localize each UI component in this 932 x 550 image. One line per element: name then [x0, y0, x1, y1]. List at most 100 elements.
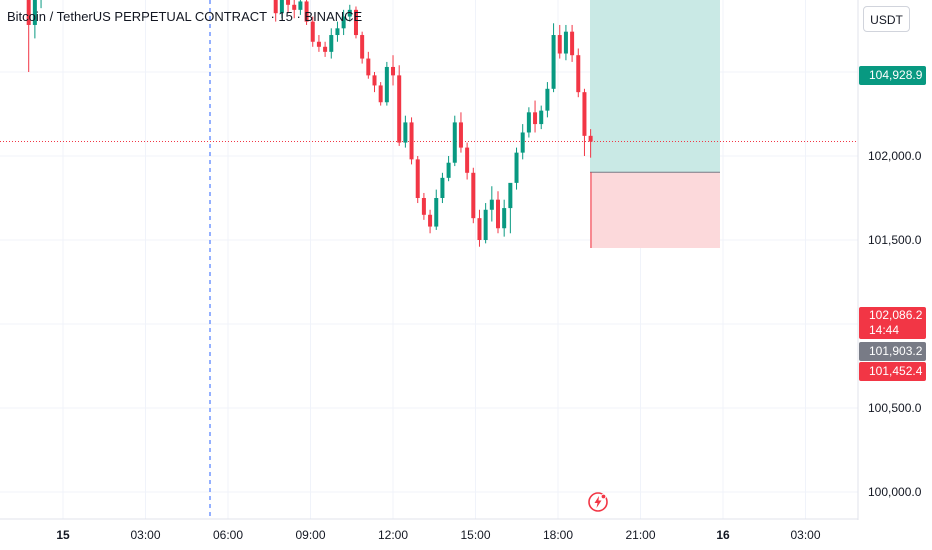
candle — [452, 115, 457, 167]
candle-body — [403, 122, 408, 143]
candle — [378, 82, 383, 106]
candle-body — [514, 152, 519, 183]
candle-body — [557, 35, 562, 54]
candle — [526, 107, 531, 138]
candle — [403, 115, 408, 148]
lightning-alert-icon[interactable] — [587, 491, 609, 513]
candle-body — [391, 66, 396, 76]
candle — [415, 156, 420, 204]
candle-body — [372, 75, 377, 86]
target-price-label: 104,928.9 — [859, 66, 926, 85]
candle-body — [526, 112, 531, 133]
candle-body — [477, 218, 482, 240]
candle — [588, 129, 593, 158]
candle — [446, 156, 451, 182]
candle-body — [384, 66, 389, 103]
candle — [353, 6, 358, 39]
price-tick-label: 100,000.0 — [868, 485, 922, 499]
candle-body — [304, 1, 309, 22]
time-tick-label: 06:00 — [213, 528, 243, 542]
candle — [360, 31, 365, 64]
candle-body — [323, 46, 328, 52]
candle-body — [434, 198, 439, 227]
candle — [582, 88, 587, 156]
candle-body — [483, 209, 488, 240]
candle-body — [378, 85, 383, 103]
candle-body — [409, 122, 414, 160]
candle — [489, 186, 494, 222]
price-tick-label: 102,000.0 — [868, 149, 922, 163]
candle — [329, 28, 334, 59]
candle — [570, 24, 575, 62]
time-tick-label: 09:00 — [295, 528, 325, 542]
candle — [286, 0, 291, 14]
candle-body — [366, 58, 371, 76]
candle — [421, 192, 426, 220]
candle-body — [465, 147, 470, 173]
symbol-title[interactable]: Bitcoin / TetherUS PERPETUAL CONTRACT · … — [7, 9, 363, 24]
candle-body — [452, 122, 457, 163]
candle-body — [440, 177, 445, 198]
stop-price-label: 101,452.4 — [859, 362, 926, 381]
time-tick-label: 16 — [716, 528, 730, 542]
time-tick-label: 15 — [56, 528, 70, 542]
candle — [409, 117, 414, 165]
candle — [323, 41, 328, 57]
candle — [347, 4, 352, 22]
candle — [292, 0, 297, 19]
candle — [434, 189, 439, 230]
candle-body — [576, 55, 581, 93]
candle-body — [551, 35, 556, 89]
candle — [397, 65, 402, 146]
candle — [32, 0, 37, 39]
long-position-tool — [590, 0, 720, 248]
candle — [477, 209, 482, 247]
candle — [384, 61, 389, 106]
candle — [576, 48, 581, 98]
candle-body — [316, 41, 321, 47]
candle — [335, 21, 340, 42]
candle-body — [360, 35, 365, 59]
price-tick-label: 100,500.0 — [868, 401, 922, 415]
chart-grid — [0, 0, 858, 519]
candle-body — [279, 0, 284, 14]
candle — [502, 199, 507, 237]
candle — [508, 182, 513, 234]
candle — [551, 23, 556, 93]
currency-selector[interactable]: USDT — [863, 6, 910, 32]
candle — [26, 0, 31, 72]
candle-body — [588, 135, 593, 142]
candle-body — [335, 28, 340, 36]
candle — [545, 82, 550, 118]
candle-body — [570, 31, 575, 56]
entry-price-label: 101,903.2 — [859, 342, 926, 361]
candle-body — [273, 0, 278, 14]
candle-body — [310, 21, 315, 42]
candle — [533, 100, 538, 133]
candle-body — [489, 199, 494, 210]
current-price-label: 102,086.2 14:44 — [859, 307, 926, 339]
candle — [465, 142, 470, 180]
candle — [40, 0, 42, 9]
candle-body — [32, 0, 37, 25]
time-tick-label: 03:00 — [790, 528, 820, 542]
candle-body — [26, 0, 31, 25]
loss-zone[interactable] — [590, 172, 720, 248]
candle — [372, 72, 377, 93]
candle — [304, 0, 309, 25]
time-tick-label: 21:00 — [625, 528, 655, 542]
candle — [483, 203, 488, 244]
candle — [279, 0, 284, 19]
candle — [310, 16, 315, 47]
candle-body — [508, 182, 513, 209]
candle — [298, 0, 303, 15]
candle-body — [428, 214, 433, 227]
candle — [366, 51, 371, 79]
profit-zone[interactable] — [590, 0, 720, 173]
candle-body — [292, 4, 297, 10]
candle-body — [539, 110, 544, 125]
candle-body — [582, 92, 587, 136]
candle-body — [496, 199, 500, 229]
time-axis: 15 03:00 06:00 09:00 12:00 15:00 18:00 21:00 16 0… — [56, 528, 821, 542]
